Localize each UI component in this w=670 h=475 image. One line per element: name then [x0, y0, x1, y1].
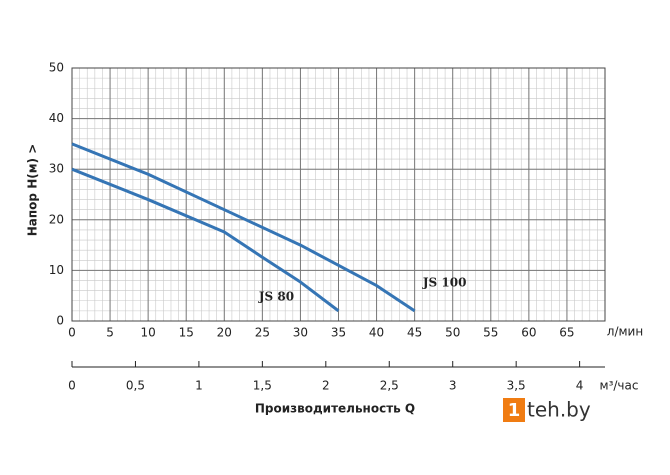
watermark-badge-box — [503, 398, 525, 422]
x-tick-label: 45 — [407, 326, 422, 340]
x2-tick-label: 1 — [195, 379, 203, 393]
watermark-text: teh.by — [527, 398, 591, 422]
x2-tick-label: 1,5 — [253, 379, 272, 393]
plot-frame — [71, 67, 606, 322]
y-axis-label: Напор H(м) > — [26, 144, 40, 237]
x2-tick-label: 4 — [576, 379, 584, 393]
x2-unit: м³/час — [600, 379, 639, 393]
x-tick-label: 60 — [521, 326, 536, 340]
series-label: JS 100 — [422, 275, 467, 289]
x-tick-label: 10 — [141, 326, 156, 340]
x-tick-label: 15 — [179, 326, 194, 340]
watermark-badge: 1 — [508, 400, 521, 421]
x-tick-label: 40 — [369, 326, 384, 340]
y-tick-label: 40 — [49, 111, 64, 125]
x-tick-label: 0 — [68, 326, 76, 340]
x2-axis-label: Производительность Q — [255, 402, 415, 416]
curve — [71, 142, 416, 313]
y-tick-label: 30 — [49, 162, 64, 176]
y-tick-label: 10 — [49, 263, 64, 277]
x2-tick-label: 3,5 — [507, 379, 526, 393]
y-tick-label: 0 — [56, 314, 64, 328]
x-tick-label: 20 — [217, 326, 232, 340]
x-tick-label: 50 — [445, 326, 460, 340]
x2-tick-label: 0,5 — [126, 379, 145, 393]
x2-tick-label: 2 — [322, 379, 330, 393]
x2-tick-label: 3 — [449, 379, 457, 393]
x2-tick-label: 0 — [68, 379, 76, 393]
x-tick-label: 30 — [293, 326, 308, 340]
x-unit: л/мин — [607, 325, 643, 339]
y-tick-label: 20 — [49, 212, 64, 226]
x-tick-label: 5 — [106, 326, 114, 340]
x-tick-label: 55 — [483, 326, 498, 340]
x-tick-label: 35 — [331, 326, 346, 340]
x-tick-label: 65 — [559, 326, 574, 340]
curve — [71, 167, 340, 313]
series-label: JS 80 — [258, 289, 294, 303]
y-tick-label: 50 — [49, 61, 64, 75]
x-tick-label: 25 — [255, 326, 270, 340]
x2-tick-label: 2,5 — [380, 379, 399, 393]
